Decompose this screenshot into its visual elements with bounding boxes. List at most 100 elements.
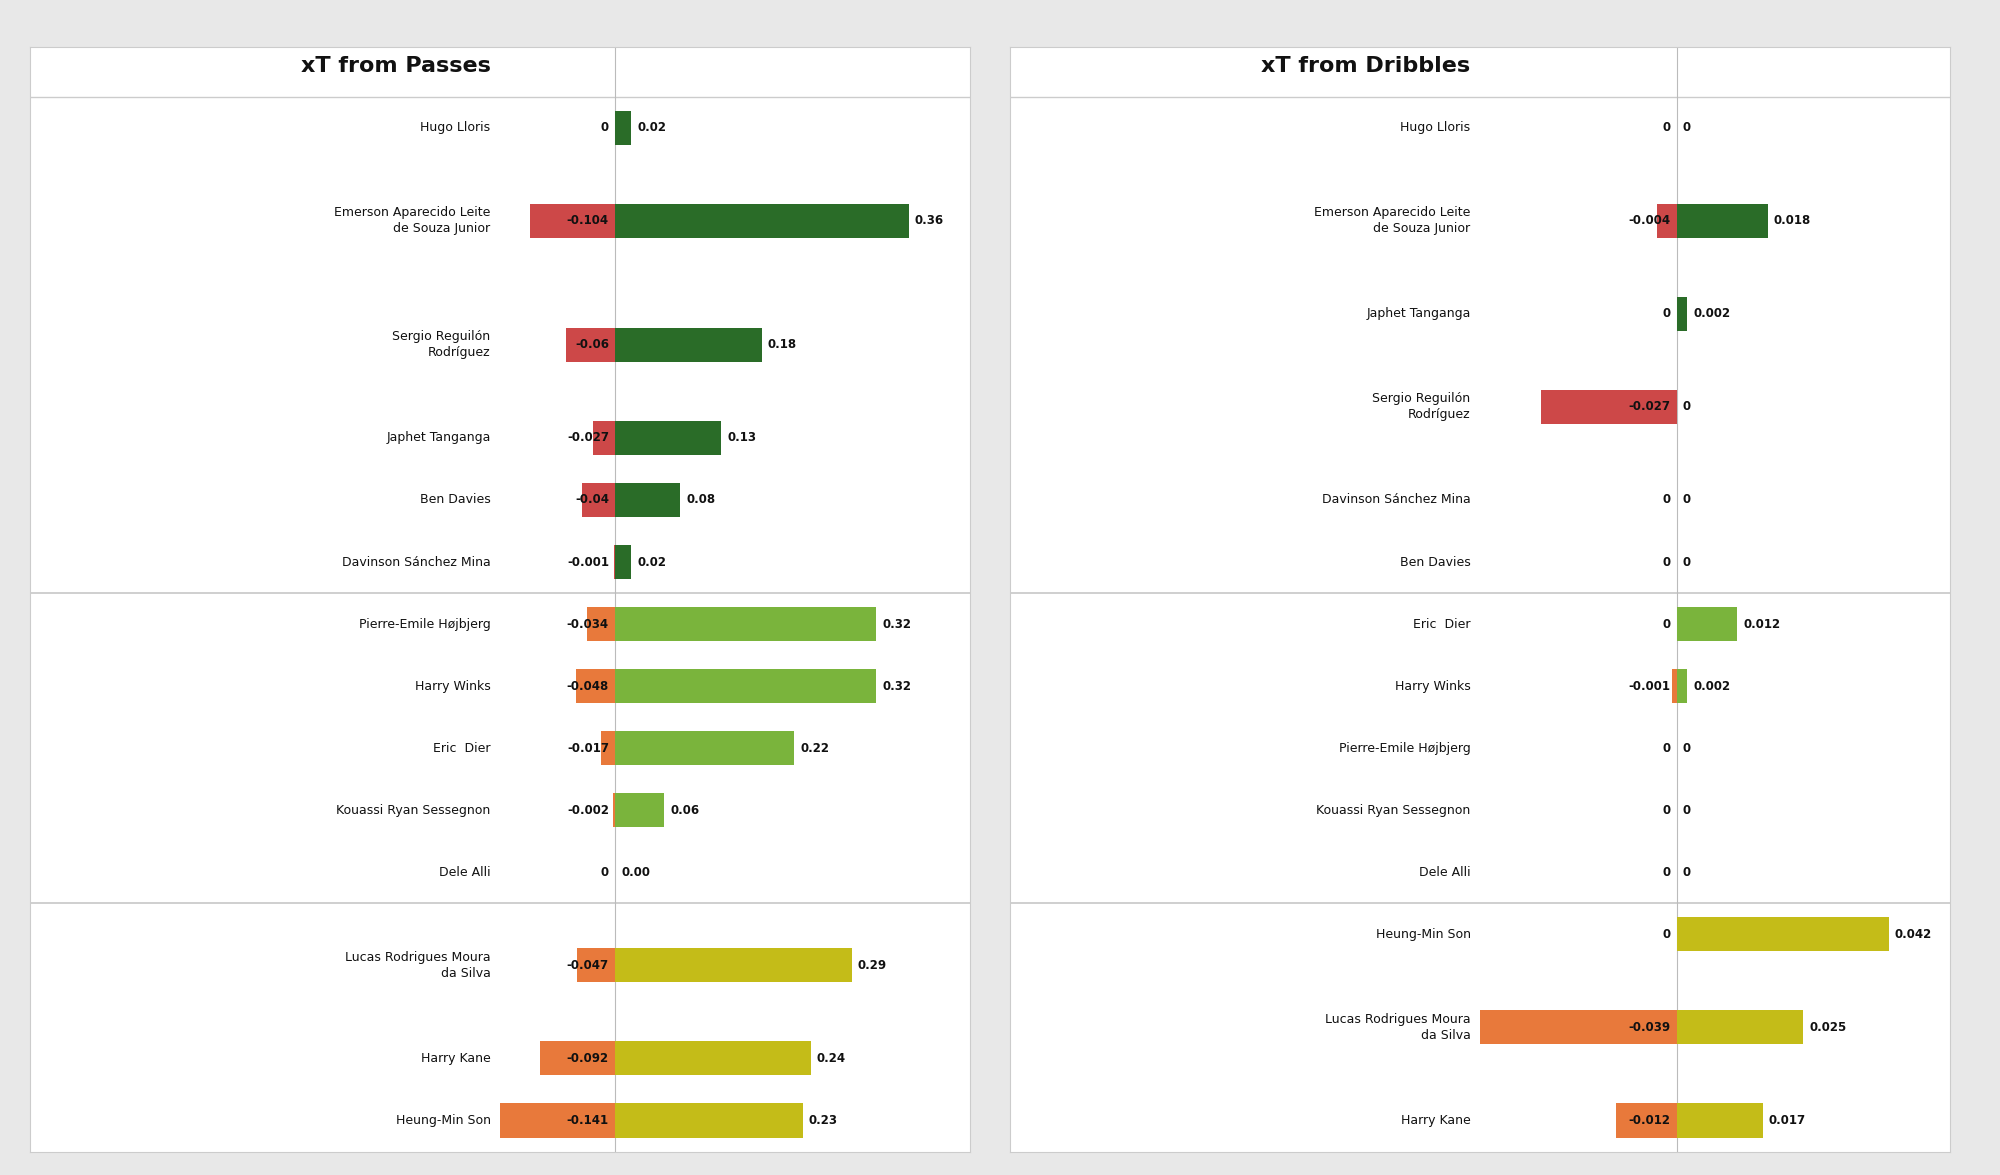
Text: 0: 0: [600, 121, 608, 134]
Bar: [588, 607, 616, 642]
Text: Ben Davies: Ben Davies: [420, 494, 490, 506]
Text: -0.002: -0.002: [566, 804, 608, 817]
Text: -0.027: -0.027: [566, 431, 608, 444]
Text: -0.092: -0.092: [566, 1052, 608, 1065]
Text: Harry Kane: Harry Kane: [1400, 1114, 1470, 1127]
Text: 0: 0: [1682, 866, 1692, 879]
Text: 0.06: 0.06: [670, 804, 700, 817]
Text: -0.027: -0.027: [1628, 401, 1670, 414]
Bar: [616, 421, 722, 455]
Bar: [616, 669, 876, 703]
Bar: [616, 110, 632, 145]
Text: Pierre-Emile Højbjerg: Pierre-Emile Højbjerg: [1338, 741, 1470, 754]
Text: 0: 0: [1682, 401, 1692, 414]
Text: Harry Winks: Harry Winks: [1394, 679, 1470, 692]
Text: 0.13: 0.13: [728, 431, 756, 444]
Text: 0.36: 0.36: [914, 214, 944, 227]
Bar: [616, 545, 632, 579]
Text: 0: 0: [1682, 741, 1692, 754]
Text: 0.00: 0.00: [622, 866, 650, 879]
Bar: [1676, 1010, 1802, 1045]
Text: 0.08: 0.08: [686, 494, 716, 506]
Text: 0: 0: [1662, 618, 1670, 631]
Text: Dele Alli: Dele Alli: [1418, 866, 1470, 879]
Text: 0.012: 0.012: [1744, 618, 1780, 631]
Text: Lucas Rodrigues Moura
da Silva: Lucas Rodrigues Moura da Silva: [1324, 1013, 1470, 1042]
Text: -0.047: -0.047: [566, 959, 608, 972]
Text: 0.042: 0.042: [1894, 928, 1932, 941]
Text: Ben Davies: Ben Davies: [1400, 556, 1470, 569]
Text: 0: 0: [1662, 866, 1670, 879]
Bar: [530, 203, 616, 237]
Text: 0: 0: [1682, 556, 1692, 569]
Text: -0.04: -0.04: [574, 494, 608, 506]
Text: Sergio Reguilón
Rodríguez: Sergio Reguilón Rodríguez: [1372, 392, 1470, 422]
Text: 0.32: 0.32: [882, 679, 912, 692]
Bar: [1676, 669, 1686, 703]
Bar: [602, 731, 616, 765]
Bar: [1540, 390, 1676, 424]
Bar: [592, 421, 616, 455]
Bar: [500, 1103, 616, 1137]
Text: 0.018: 0.018: [1774, 214, 1810, 227]
Text: -0.017: -0.017: [566, 741, 608, 754]
Text: 0.017: 0.017: [1768, 1114, 1806, 1127]
Bar: [1616, 1103, 1676, 1137]
Text: Hugo Lloris: Hugo Lloris: [1400, 121, 1470, 134]
Bar: [616, 1103, 802, 1137]
Bar: [616, 203, 908, 237]
Text: Japhet Tanganga: Japhet Tanganga: [386, 431, 490, 444]
Text: -0.004: -0.004: [1628, 214, 1670, 227]
Text: 0.02: 0.02: [638, 556, 666, 569]
Text: 0: 0: [1662, 928, 1670, 941]
Text: xT from Dribbles: xT from Dribbles: [1262, 55, 1470, 75]
Bar: [582, 483, 616, 517]
Text: Lucas Rodrigues Moura
da Silva: Lucas Rodrigues Moura da Silva: [344, 951, 490, 980]
Bar: [1676, 607, 1738, 642]
Text: 0: 0: [1662, 556, 1670, 569]
Text: 0.002: 0.002: [1694, 679, 1730, 692]
Text: Kouassi Ryan Sessegnon: Kouassi Ryan Sessegnon: [336, 804, 490, 817]
Bar: [616, 793, 664, 827]
Text: Heung-Min Son: Heung-Min Son: [1376, 928, 1470, 941]
Bar: [616, 607, 876, 642]
Text: 0: 0: [1662, 741, 1670, 754]
Text: 0.002: 0.002: [1694, 308, 1730, 321]
Text: -0.104: -0.104: [566, 214, 608, 227]
Bar: [1480, 1010, 1676, 1045]
Text: xT from Passes: xT from Passes: [300, 55, 490, 75]
Text: 0: 0: [1682, 494, 1692, 506]
Bar: [616, 1041, 810, 1075]
Bar: [576, 669, 616, 703]
Text: -0.06: -0.06: [574, 338, 608, 351]
Text: 0.02: 0.02: [638, 121, 666, 134]
Bar: [616, 731, 794, 765]
Text: 0.025: 0.025: [1810, 1021, 1846, 1034]
Text: 0.29: 0.29: [858, 959, 886, 972]
Bar: [1676, 297, 1686, 331]
Text: Dele Alli: Dele Alli: [438, 866, 490, 879]
Text: Davinson Sánchez Mina: Davinson Sánchez Mina: [342, 556, 490, 569]
Text: 0.18: 0.18: [768, 338, 798, 351]
Text: 0: 0: [1682, 121, 1692, 134]
Text: 0.32: 0.32: [882, 618, 912, 631]
Bar: [616, 948, 852, 982]
Text: 0: 0: [1662, 121, 1670, 134]
Text: Japhet Tanganga: Japhet Tanganga: [1366, 308, 1470, 321]
Text: Kouassi Ryan Sessegnon: Kouassi Ryan Sessegnon: [1316, 804, 1470, 817]
Text: Sergio Reguilón
Rodríguez: Sergio Reguilón Rodríguez: [392, 330, 490, 360]
Text: Eric  Dier: Eric Dier: [434, 741, 490, 754]
Text: Harry Kane: Harry Kane: [420, 1052, 490, 1065]
Text: Emerson Aparecido Leite
de Souza Junior: Emerson Aparecido Leite de Souza Junior: [1314, 207, 1470, 235]
Text: -0.141: -0.141: [566, 1114, 608, 1127]
Text: 0.22: 0.22: [800, 741, 830, 754]
Bar: [540, 1041, 616, 1075]
Text: 0.24: 0.24: [816, 1052, 846, 1065]
Text: 0.23: 0.23: [808, 1114, 838, 1127]
Text: Davinson Sánchez Mina: Davinson Sánchez Mina: [1322, 494, 1470, 506]
Bar: [1656, 203, 1676, 237]
Text: -0.001: -0.001: [566, 556, 608, 569]
Text: -0.001: -0.001: [1628, 679, 1670, 692]
Text: Emerson Aparecido Leite
de Souza Junior: Emerson Aparecido Leite de Souza Junior: [334, 207, 490, 235]
Text: -0.034: -0.034: [566, 618, 608, 631]
